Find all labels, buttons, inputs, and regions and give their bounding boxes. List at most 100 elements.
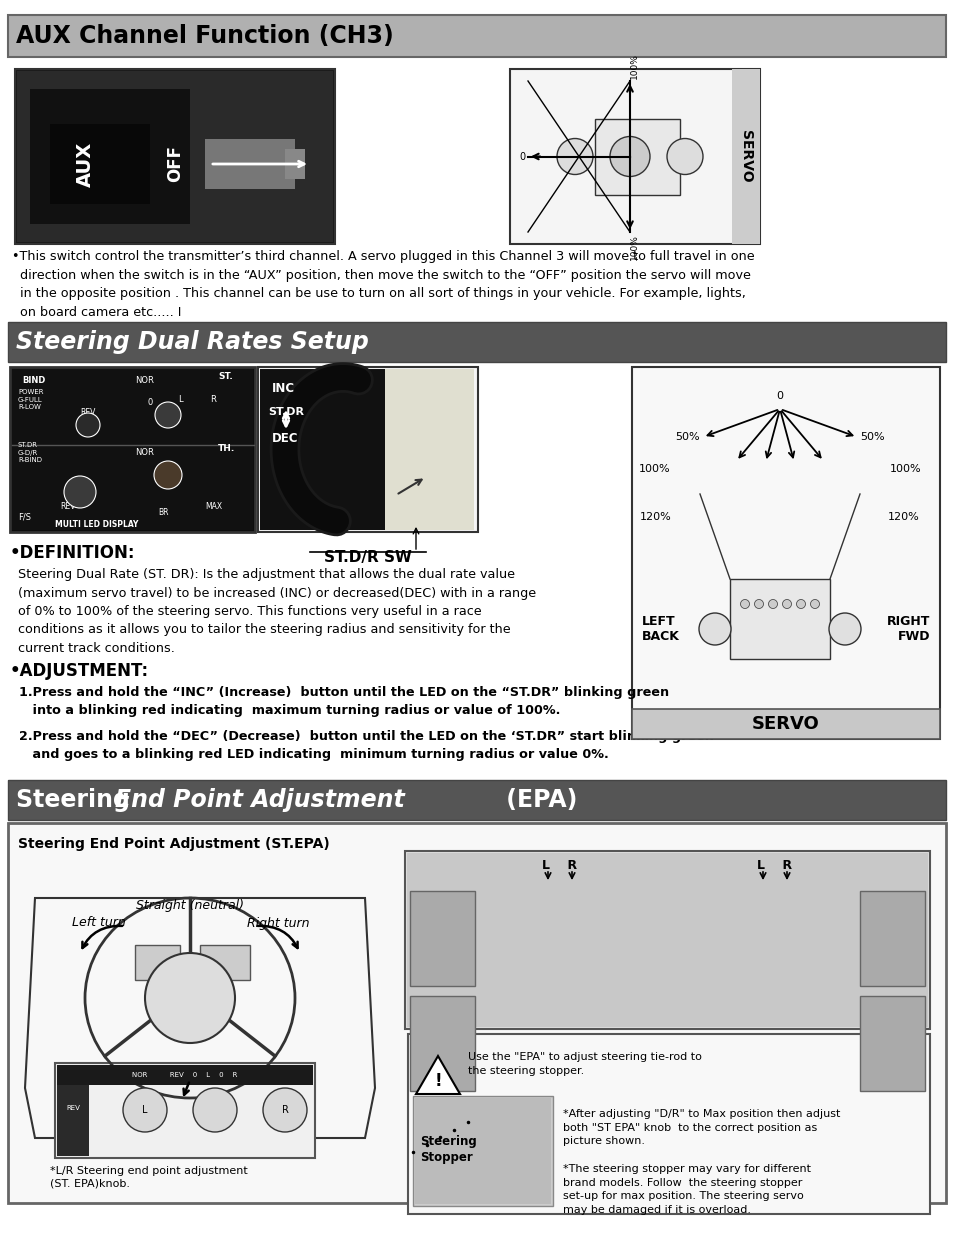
Text: L: L	[142, 1105, 148, 1115]
Circle shape	[64, 475, 96, 508]
Text: •ADJUSTMENT:: •ADJUSTMENT:	[10, 662, 149, 680]
Text: End Point Adjustment: End Point Adjustment	[115, 788, 404, 811]
Text: 0: 0	[776, 391, 782, 401]
Text: REV: REV	[60, 501, 75, 511]
Text: 120%: 120%	[639, 513, 671, 522]
Bar	[8, 781, 945, 820]
Text: INC: INC	[272, 382, 294, 395]
Text: Use the "EPA" to adjust steering tie-rod to
the steering stopper.: Use the "EPA" to adjust steering tie-rod…	[468, 1052, 701, 1076]
Text: 100%: 100%	[629, 233, 638, 259]
Text: Right turn: Right turn	[247, 916, 310, 930]
Bar	[285, 149, 305, 179]
Text: R: R	[281, 1105, 288, 1115]
Text: Left turn: Left turn	[71, 916, 126, 930]
Text: BIND: BIND	[22, 375, 46, 385]
Text: Steering
Stopper: Steering Stopper	[419, 1135, 476, 1163]
Text: 2.Press and hold the “DEC” (Decrease)  button until the LED on the ‘ST.DR” start: 2.Press and hold the “DEC” (Decrease) bu…	[10, 730, 713, 761]
Circle shape	[754, 599, 762, 609]
Bar	[8, 322, 945, 362]
Bar	[410, 995, 475, 1091]
Bar	[859, 995, 924, 1091]
Text: 0: 0	[519, 152, 525, 162]
Text: TH.: TH.	[218, 445, 235, 453]
Circle shape	[193, 1088, 236, 1132]
Text: Steering: Steering	[16, 788, 138, 811]
Text: (EPA): (EPA)	[497, 788, 577, 811]
Text: LEFT
BACK: LEFT BACK	[641, 615, 679, 643]
Bar	[17, 70, 333, 242]
Text: SERVO: SERVO	[751, 715, 819, 734]
Polygon shape	[416, 1056, 459, 1094]
Text: 100%: 100%	[889, 464, 921, 474]
Text: Steering Dual Rate (ST. DR): Is the adjustment that allows the dual rate value
 : Steering Dual Rate (ST. DR): Is the adju…	[10, 568, 536, 655]
Bar	[12, 369, 253, 530]
Text: 0: 0	[148, 398, 153, 408]
Text: NOR: NOR	[135, 448, 153, 457]
Text: R: R	[210, 395, 215, 404]
Circle shape	[557, 138, 593, 174]
Text: 50%: 50%	[859, 432, 883, 442]
Bar	[595, 119, 679, 194]
Bar	[413, 1095, 553, 1207]
Text: BR: BR	[158, 508, 169, 517]
Text: *L/R Steering end point adjustment
(ST. EPA)knob.: *L/R Steering end point adjustment (ST. …	[50, 1166, 248, 1189]
Bar	[200, 945, 250, 981]
Circle shape	[666, 138, 702, 174]
Bar	[8, 15, 945, 57]
Bar	[631, 367, 939, 739]
Bar	[415, 1098, 551, 1204]
Bar	[731, 69, 760, 245]
Circle shape	[154, 403, 181, 429]
Text: AUX Channel Function (CH3): AUX Channel Function (CH3)	[16, 23, 394, 48]
Text: 120%: 120%	[887, 513, 919, 522]
Text: SERVO: SERVO	[739, 130, 752, 183]
Bar	[57, 1086, 89, 1156]
Bar	[260, 369, 385, 530]
Text: NOR          REV    0    L    0    R: NOR REV 0 L 0 R	[132, 1072, 237, 1078]
Text: RIGHT
FWD: RIGHT FWD	[885, 615, 929, 643]
Circle shape	[781, 599, 791, 609]
Text: AUX: AUX	[75, 141, 94, 186]
Bar	[631, 709, 939, 739]
Circle shape	[796, 599, 804, 609]
Bar	[257, 367, 477, 532]
Text: 50%: 50%	[675, 432, 700, 442]
Bar	[8, 15, 945, 57]
Circle shape	[699, 613, 730, 645]
Text: *After adjusting "D/R" to Max position then adjust
both "ST EPA" knob  to the co: *After adjusting "D/R" to Max position t…	[562, 1109, 840, 1146]
Circle shape	[153, 461, 182, 489]
Text: NOR: NOR	[135, 375, 153, 385]
Bar	[510, 69, 760, 245]
Bar	[385, 369, 474, 530]
Circle shape	[740, 599, 749, 609]
Circle shape	[123, 1088, 167, 1132]
Text: L    R: L R	[757, 860, 792, 872]
Text: REV: REV	[66, 1105, 80, 1112]
Text: ST.D/R SW: ST.D/R SW	[324, 550, 412, 564]
Text: •DEFINITION:: •DEFINITION:	[10, 543, 135, 562]
Circle shape	[145, 953, 234, 1044]
Bar	[8, 781, 945, 820]
Circle shape	[768, 599, 777, 609]
Text: ST.DR: ST.DR	[268, 408, 304, 417]
Bar	[410, 890, 475, 986]
Text: DEC: DEC	[272, 432, 298, 445]
Text: REV: REV	[80, 408, 95, 417]
Text: L    R: L R	[542, 860, 577, 872]
Circle shape	[828, 613, 861, 645]
Bar	[30, 89, 190, 224]
Bar	[631, 709, 939, 739]
Bar	[55, 1063, 314, 1158]
Text: MAX: MAX	[205, 501, 222, 511]
Text: POWER
G-FULL
R-LOW: POWER G-FULL R-LOW	[18, 389, 44, 410]
Bar	[8, 823, 945, 1203]
Text: !: !	[434, 1072, 441, 1091]
Bar	[15, 69, 335, 245]
Circle shape	[609, 137, 649, 177]
Text: L: L	[178, 395, 182, 404]
Bar	[405, 851, 929, 1029]
Text: OFF: OFF	[166, 146, 184, 183]
Circle shape	[810, 599, 819, 609]
Text: F/S: F/S	[18, 513, 30, 521]
Bar	[729, 579, 829, 659]
